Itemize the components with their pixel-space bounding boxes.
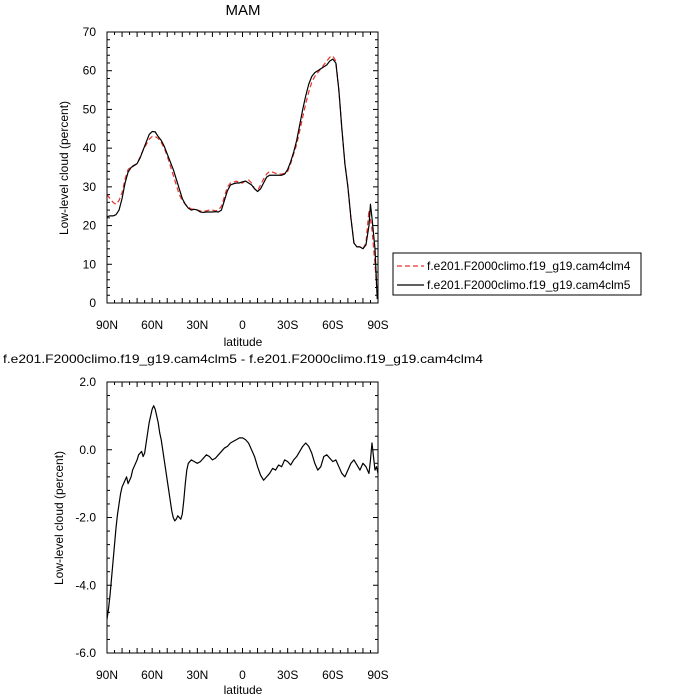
top-x-tick-label: 30N — [186, 318, 208, 332]
bottom-x-tick-label: 60N — [141, 668, 163, 682]
bottom-x-tick-label: 30N — [186, 668, 208, 682]
top-series-line-1 — [106, 55, 378, 296]
top-y-axis-label: Low-level cloud (percent) — [57, 101, 71, 235]
bottom-series-group — [106, 405, 379, 620]
top-y-tick-label: 20 — [83, 219, 97, 233]
top-x-tick-label: 30S — [277, 318, 298, 332]
top-x-tick-label: 60S — [322, 318, 343, 332]
top-y-tick-label: 60 — [83, 64, 97, 78]
top-series-group — [106, 55, 378, 300]
bottom-x-tick-label: 0 — [239, 668, 246, 682]
bottom-y-tick-label: -2.0 — [75, 511, 96, 525]
bottom-x-axis-label: latitude — [224, 683, 263, 697]
top-y-tick-label: 0 — [89, 296, 96, 310]
bottom-x-tick-label: 90N — [96, 668, 118, 682]
top-y-tick-label: 40 — [83, 141, 97, 155]
top-x-tick-label: 90S — [367, 318, 388, 332]
top-tick-labels: 90N 60N 30N 0 30S 60S 90S 0 10 20 30 40 50 60 70 — [83, 25, 389, 332]
bottom-x-tick-label: 30S — [277, 668, 298, 682]
top-y-tick-label: 50 — [83, 102, 97, 116]
top-x-tick-label: 60N — [141, 318, 163, 332]
top-panel: MAM latitude Low-level cloud (percent) 9… — [57, 2, 389, 349]
top-series-line-2 — [106, 58, 378, 300]
top-x-tick-label: 0 — [239, 318, 246, 332]
top-plot-frame — [106, 31, 379, 304]
bottom-y-tick-label: -4.0 — [75, 578, 96, 592]
bottom-tick-labels: 90N 60N 30N 0 30S 60S 90S -6.0 -4.0 -2.0 0.0 2.0 — [75, 375, 388, 682]
legend: f.e201.F2000climo.f19_g19.cam4clm4 f.e20… — [392, 252, 642, 296]
top-x-axis-label: latitude — [224, 335, 263, 349]
legend-label-cam4clm4: f.e201.F2000climo.f19_g19.cam4clm4 — [427, 259, 631, 273]
bottom-y-tick-label: 2.0 — [79, 375, 96, 389]
bottom-panel: f.e201.F2000climo.f19_g19.cam4clm5 - f.e… — [3, 352, 483, 697]
bottom-y-tick-label: -6.0 — [75, 646, 96, 660]
bottom-x-tick-label: 90S — [367, 668, 388, 682]
bottom-axis-ticks — [106, 381, 379, 654]
bottom-y-axis-label: Low-level cloud (percent) — [52, 451, 66, 585]
bottom-y-tick-label: 0.0 — [79, 443, 96, 457]
top-y-tick-label: 30 — [83, 180, 97, 194]
top-x-tick-label: 90N — [96, 318, 118, 332]
top-y-tick-label: 10 — [83, 257, 97, 271]
legend-label-cam4clm5: f.e201.F2000climo.f19_g19.cam4clm5 — [427, 278, 631, 292]
bottom-x-tick-label: 60S — [322, 668, 343, 682]
bottom-series-line-1 — [106, 405, 379, 620]
top-y-tick-label: 70 — [83, 25, 97, 39]
bottom-chart-title: f.e201.F2000climo.f19_g19.cam4clm5 - f.e… — [3, 352, 483, 366]
bottom-plot-frame — [106, 381, 379, 654]
legend-box — [392, 252, 642, 296]
top-chart-title: MAM — [226, 2, 261, 19]
